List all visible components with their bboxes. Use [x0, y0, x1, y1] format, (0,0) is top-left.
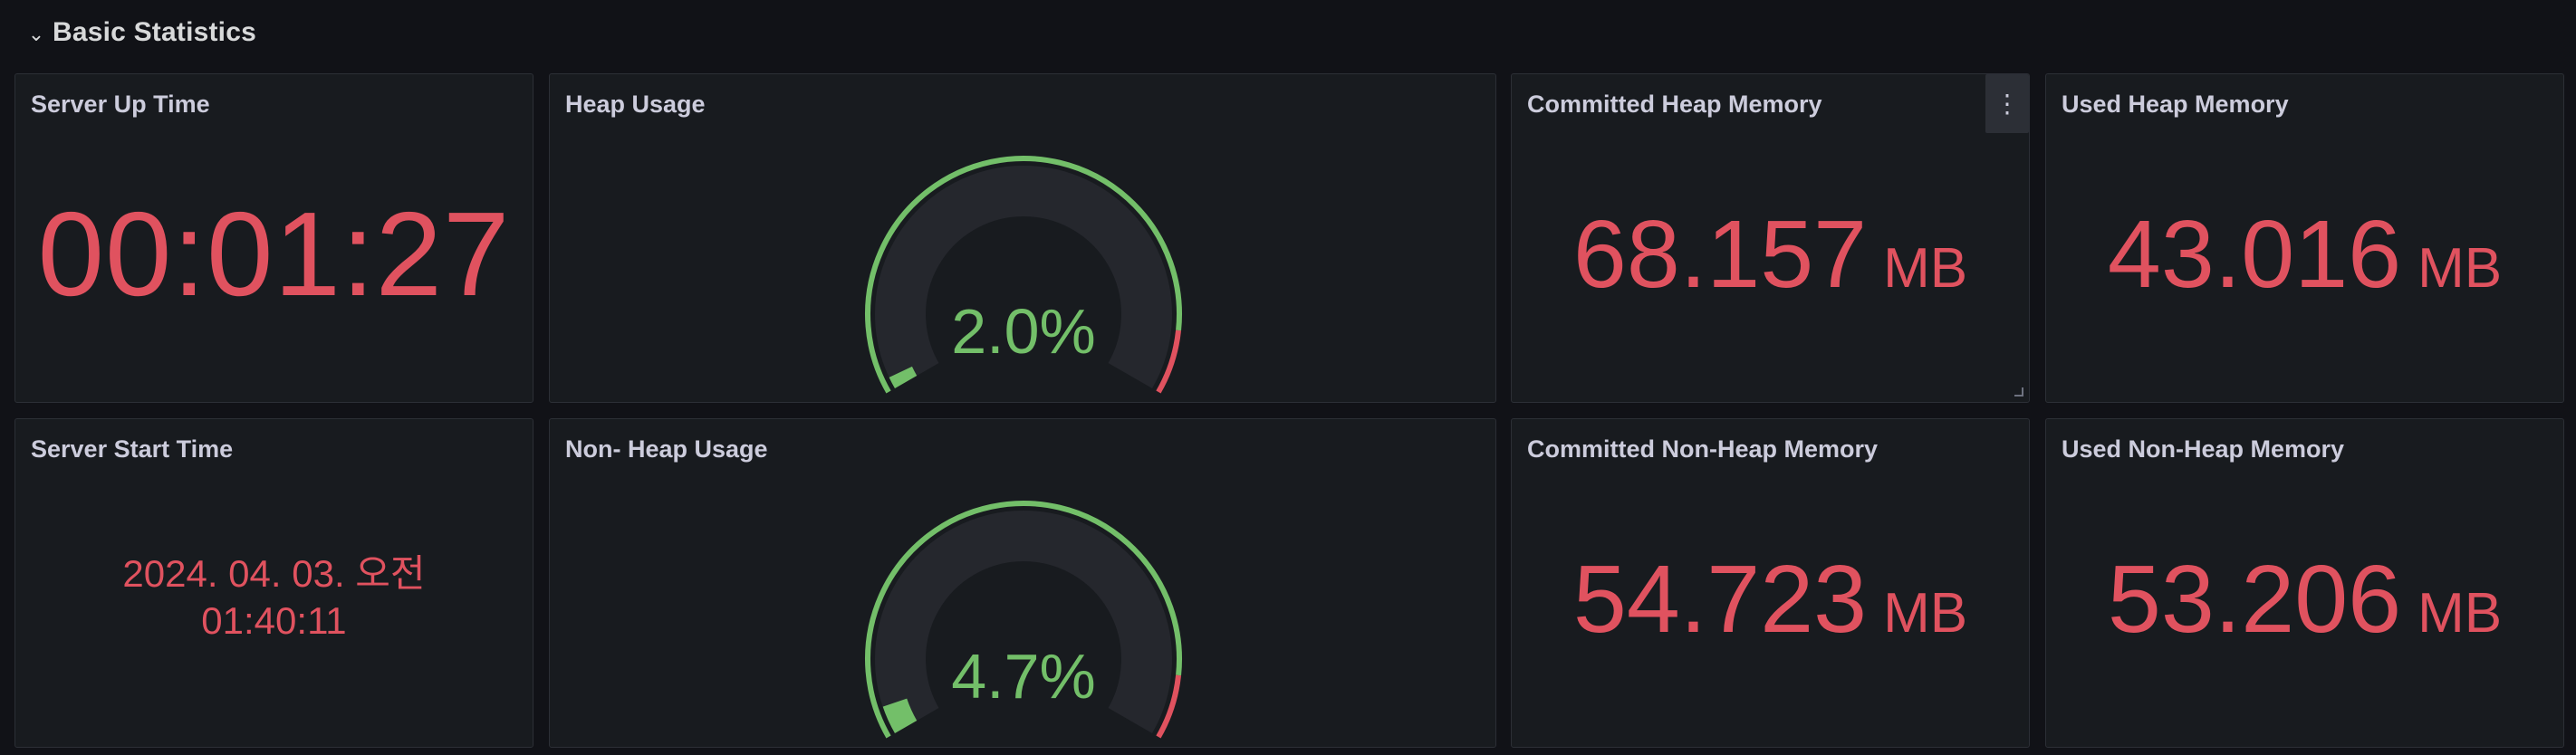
panel-heap-usage[interactable]: Heap Usage 2.0%	[549, 73, 1496, 403]
non-heap-gauge-threshold-red	[1156, 674, 1182, 739]
panel-server-up-time[interactable]: Server Up Time 00:01:27	[14, 73, 533, 403]
panel-committed-heap-memory[interactable]: Committed Heap Memory ⋮ 68.157 MB	[1511, 73, 2030, 403]
non-heap-gauge-threshold-green	[865, 501, 1182, 739]
start-time-clock: 01:40:11	[201, 599, 347, 642]
committed-heap-unit: MB	[1883, 237, 1968, 300]
heap-usage-gauge: 2.0%	[865, 156, 1182, 394]
panel-used-heap-memory[interactable]: Used Heap Memory 43.016 MB	[2045, 73, 2564, 403]
chevron-down-icon: ⌄	[27, 23, 45, 45]
heap-gauge-threshold-red	[1156, 330, 1182, 394]
heap-gauge-value-arc	[889, 366, 918, 388]
used-heap-unit: MB	[2417, 237, 2503, 300]
committed-non-heap-value: 54.723	[1572, 546, 1868, 653]
non-heap-gauge-value-arc	[882, 698, 918, 733]
panel-title: Used Non-Heap Memory	[2062, 435, 2345, 463]
panel-title: Committed Heap Memory	[1527, 91, 1822, 118]
panel-title: Heap Usage	[565, 91, 706, 118]
panel-title: Non- Heap Usage	[565, 435, 768, 463]
heap-gauge-threshold-green	[865, 156, 1182, 394]
non-heap-gauge-value-text: 4.7%	[951, 641, 1096, 712]
resize-handle[interactable]	[2014, 387, 2023, 397]
kebab-menu-icon: ⋮	[1994, 90, 2020, 118]
non-heap-gauge-track	[875, 511, 1172, 733]
committed-heap-value: 68.157	[1572, 201, 1868, 308]
used-non-heap-unit: MB	[2417, 582, 2503, 645]
panel-title: Server Start Time	[31, 435, 234, 463]
used-non-heap-value: 53.206	[2107, 546, 2402, 653]
panel-menu-button[interactable]: ⋮	[1985, 74, 2029, 133]
uptime-value: 00:01:27	[37, 187, 511, 320]
start-time-value: 2024. 04. 03. 오전 01:40:11	[122, 550, 425, 645]
used-heap-value: 43.016	[2107, 201, 2402, 308]
heap-gauge-track	[875, 166, 1172, 388]
panel-committed-non-heap-memory[interactable]: Committed Non-Heap Memory 54.723 MB	[1511, 418, 2030, 748]
panel-title: Server Up Time	[31, 91, 210, 118]
committed-non-heap-unit: MB	[1883, 582, 1968, 645]
panel-used-non-heap-memory[interactable]: Used Non-Heap Memory 53.206 MB	[2045, 418, 2564, 748]
heap-gauge-value-text: 2.0%	[951, 296, 1096, 367]
row-header-basic-statistics[interactable]: ⌄ Basic Statistics	[27, 13, 256, 53]
non-heap-usage-gauge: 4.7%	[865, 501, 1182, 739]
panel-title: Used Heap Memory	[2062, 91, 2289, 118]
panel-title: Committed Non-Heap Memory	[1527, 435, 1879, 463]
row-title: Basic Statistics	[53, 17, 256, 47]
panel-non-heap-usage[interactable]: Non- Heap Usage 4.7%	[549, 418, 1496, 748]
panel-server-start-time[interactable]: Server Start Time 2024. 04. 03. 오전 01:40…	[14, 418, 533, 748]
start-time-date: 2024. 04. 03. 오전	[122, 551, 426, 595]
